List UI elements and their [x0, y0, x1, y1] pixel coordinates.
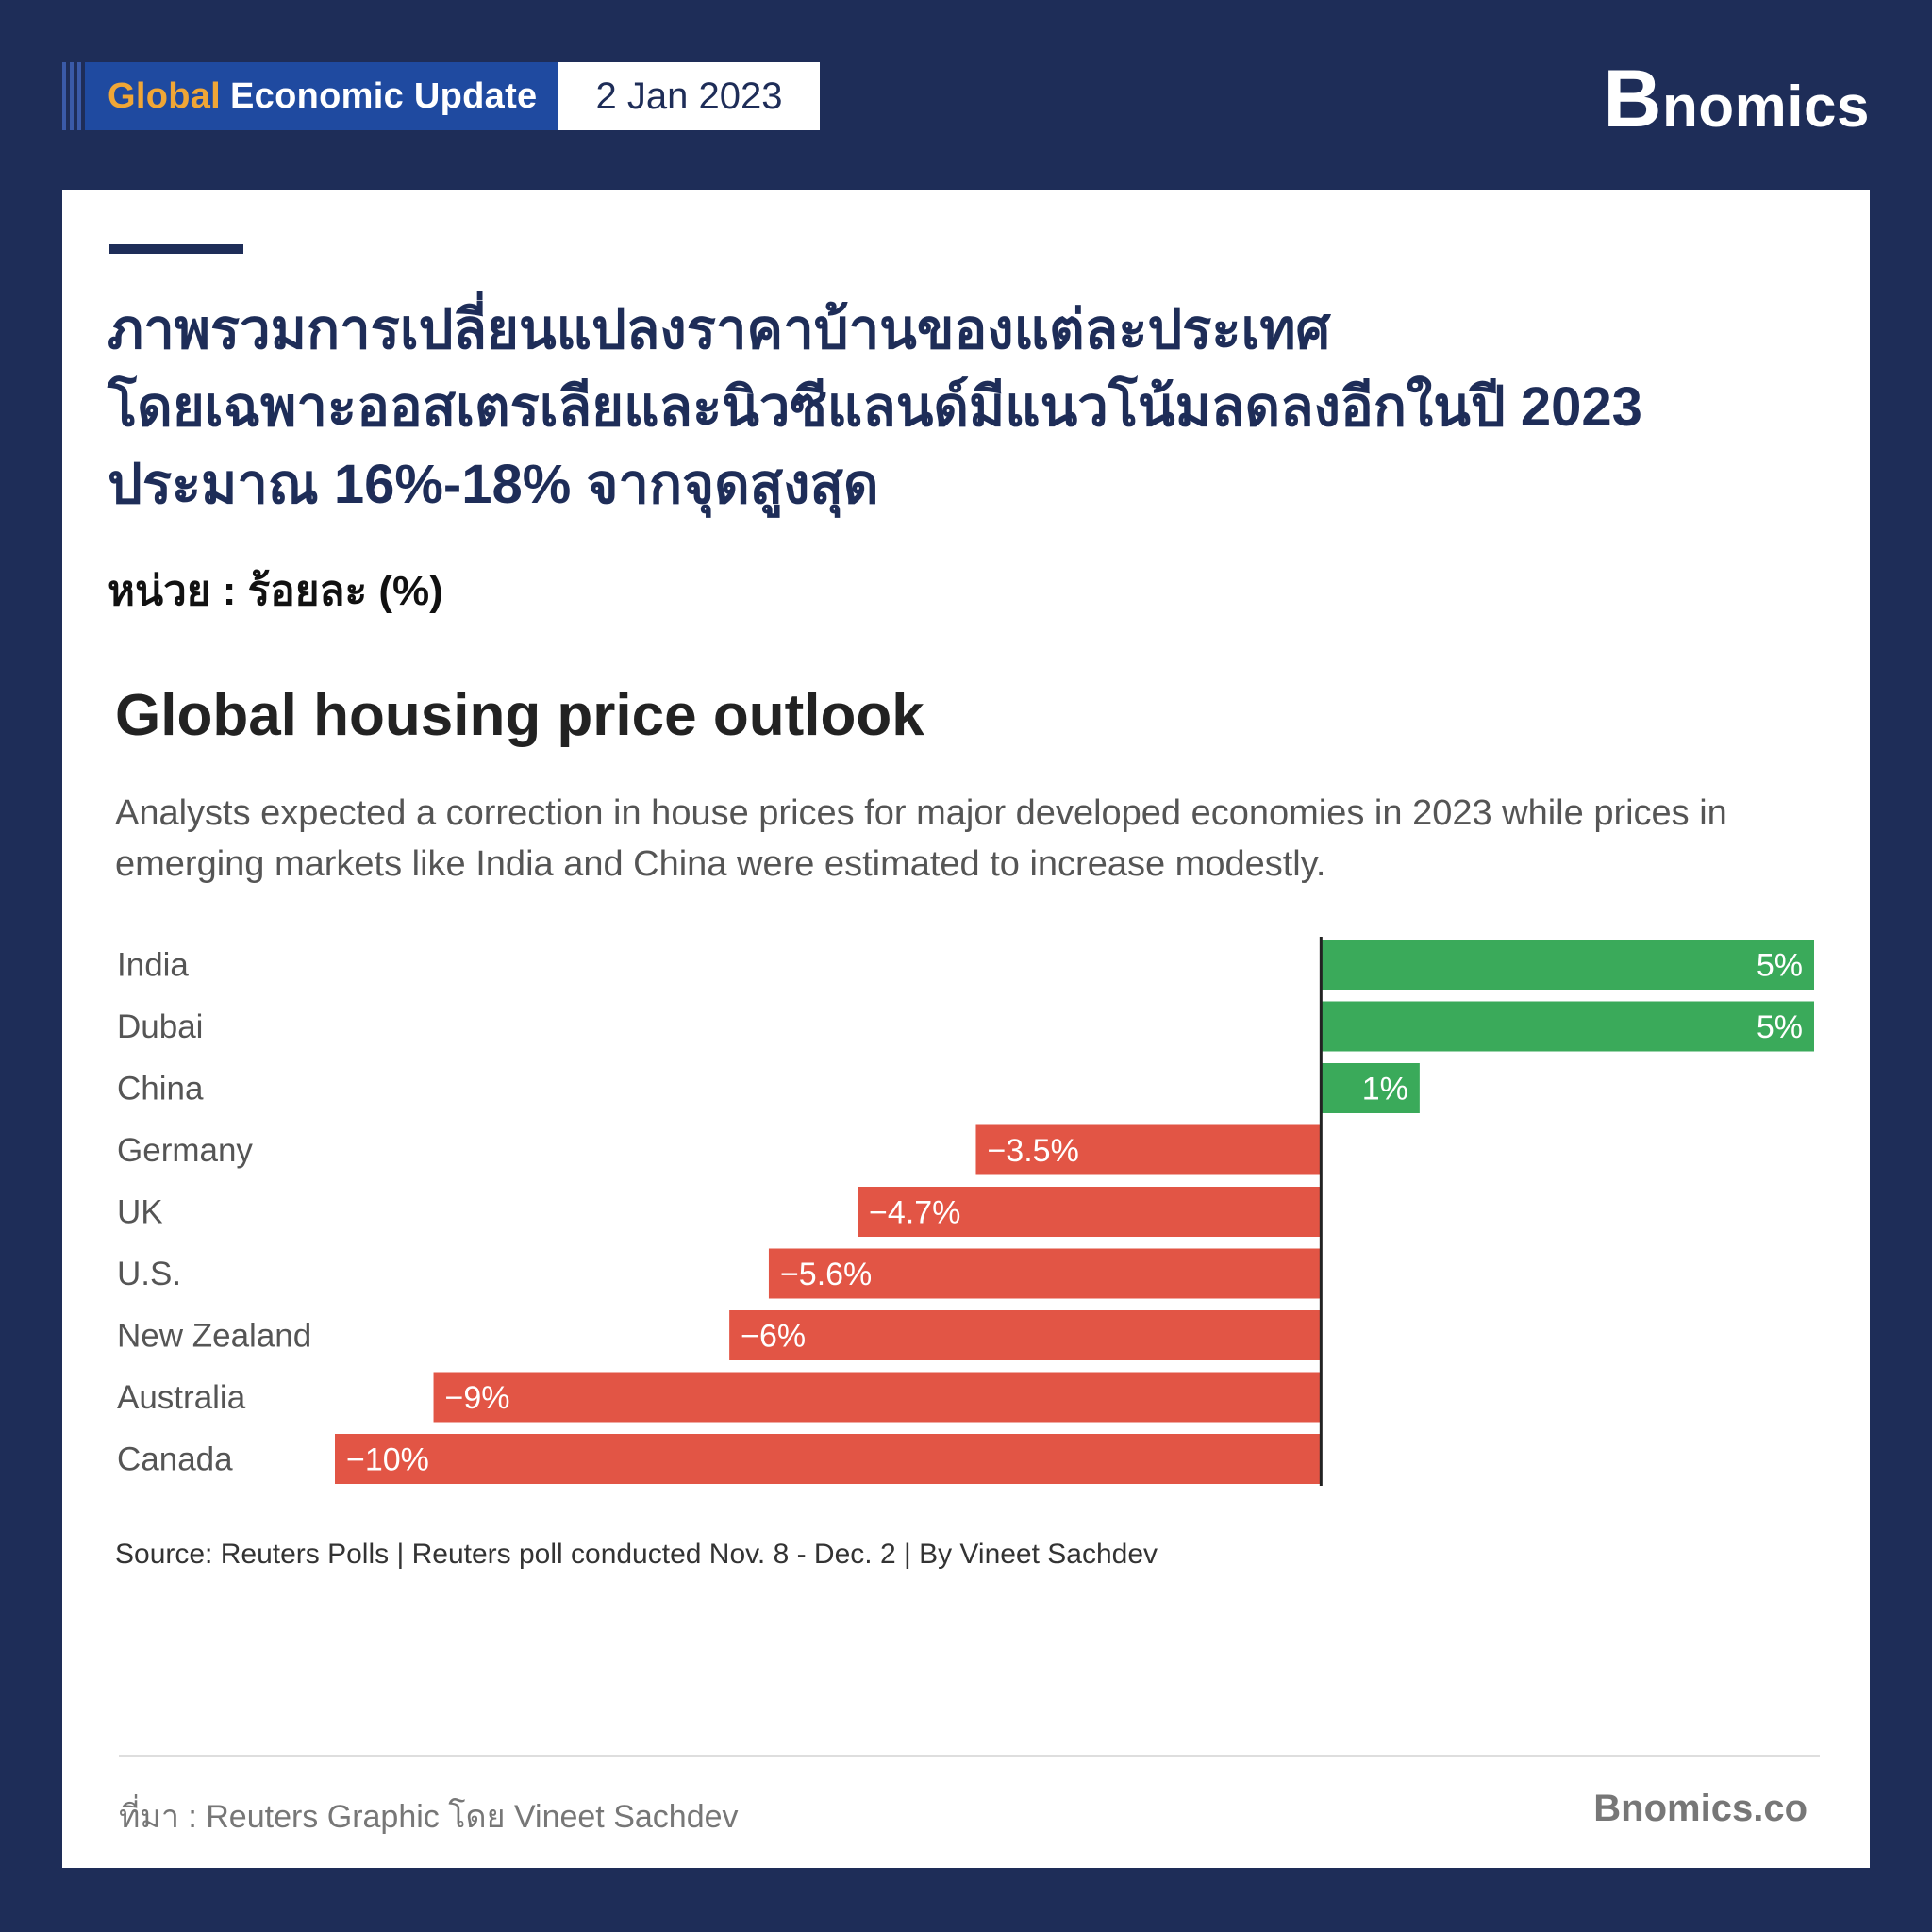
value-label-china: 1% — [1362, 1072, 1408, 1108]
headline-line-3: ประมาณ 16%-18% จากจุดสูงสุด — [108, 454, 879, 515]
bar-india — [1321, 940, 1814, 990]
tag-title-accent: Global — [108, 75, 222, 116]
bar-chart: India 5% Dubai 5% China 1% Germany −3.5% UK −4.7%… — [117, 937, 1814, 1486]
tag-title-text: Economic Update — [230, 75, 538, 116]
category-label-dubai: Dubai — [117, 1008, 203, 1045]
brand-logo: Bnomics — [1603, 53, 1870, 146]
bar-new-zealand — [729, 1310, 1322, 1360]
footer-brand: Bnomics.co — [1593, 1788, 1807, 1829]
category-label-china: China — [117, 1071, 204, 1108]
value-label-germany: −3.5% — [987, 1133, 1078, 1169]
accent-rule — [109, 244, 243, 254]
chart-source: Source: Reuters Polls | Reuters poll con… — [115, 1539, 1158, 1570]
bar-u-s — [768, 1248, 1322, 1299]
brand-logo-initial: B — [1603, 54, 1662, 144]
tag-title: Global Economic Update — [85, 62, 558, 130]
bar-dubai — [1321, 1001, 1814, 1052]
category-label-germany: Germany — [117, 1132, 253, 1169]
value-label-dubai: 5% — [1757, 1009, 1803, 1045]
bar-australia — [433, 1372, 1322, 1423]
footer-source: ที่มา : Reuters Graphic โดย Vineet Sachd… — [119, 1799, 739, 1835]
category-label-u-s: U.S. — [117, 1256, 181, 1292]
value-label-canada: −10% — [346, 1442, 429, 1478]
unit-label: หน่วย : ร้อยละ (%) — [108, 568, 443, 614]
chart-title: Global housing price outlook — [115, 683, 924, 748]
bar-canada — [335, 1434, 1322, 1484]
category-label-australia: Australia — [117, 1379, 246, 1416]
footer-divider — [119, 1755, 1820, 1757]
value-label-new-zealand: −6% — [741, 1319, 806, 1355]
value-label-india: 5% — [1757, 948, 1803, 984]
category-label-india: India — [117, 947, 189, 984]
category-label-new-zealand: New Zealand — [117, 1318, 311, 1355]
tag-stripes — [62, 62, 81, 130]
bar-china — [1321, 1063, 1420, 1113]
headline-line-2: โดยเฉพาะออสเตรเลียและนิวซีแลนด์มีแนวโน้ม… — [108, 376, 1642, 438]
value-label-uk: −4.7% — [869, 1195, 960, 1231]
category-label-canada: Canada — [117, 1441, 233, 1478]
brand-logo-rest: nomics — [1661, 75, 1870, 140]
headline-line-1: ภาพรวมการเปลี่ยนแปลงราคาบ้านของแต่ละประเ… — [108, 299, 1331, 360]
bar-uk — [858, 1187, 1322, 1237]
bar-germany — [975, 1124, 1322, 1175]
chart-subtitle: Analysts expected a correction in house … — [115, 793, 1727, 884]
category-label-uk: UK — [117, 1194, 163, 1231]
content-card: ภาพรวมการเปลี่ยนแปลงราคาบ้านของแต่ละประเ… — [62, 190, 1870, 1868]
headline: ภาพรวมการเปลี่ยนแปลงราคาบ้านของแต่ละประเ… — [108, 291, 1824, 524]
value-label-australia: −9% — [445, 1380, 510, 1416]
value-label-u-s: −5.6% — [780, 1257, 872, 1292]
header-tag: Global Economic Update 2 Jan 2023 — [62, 62, 821, 130]
date-badge: 2 Jan 2023 — [558, 62, 821, 130]
